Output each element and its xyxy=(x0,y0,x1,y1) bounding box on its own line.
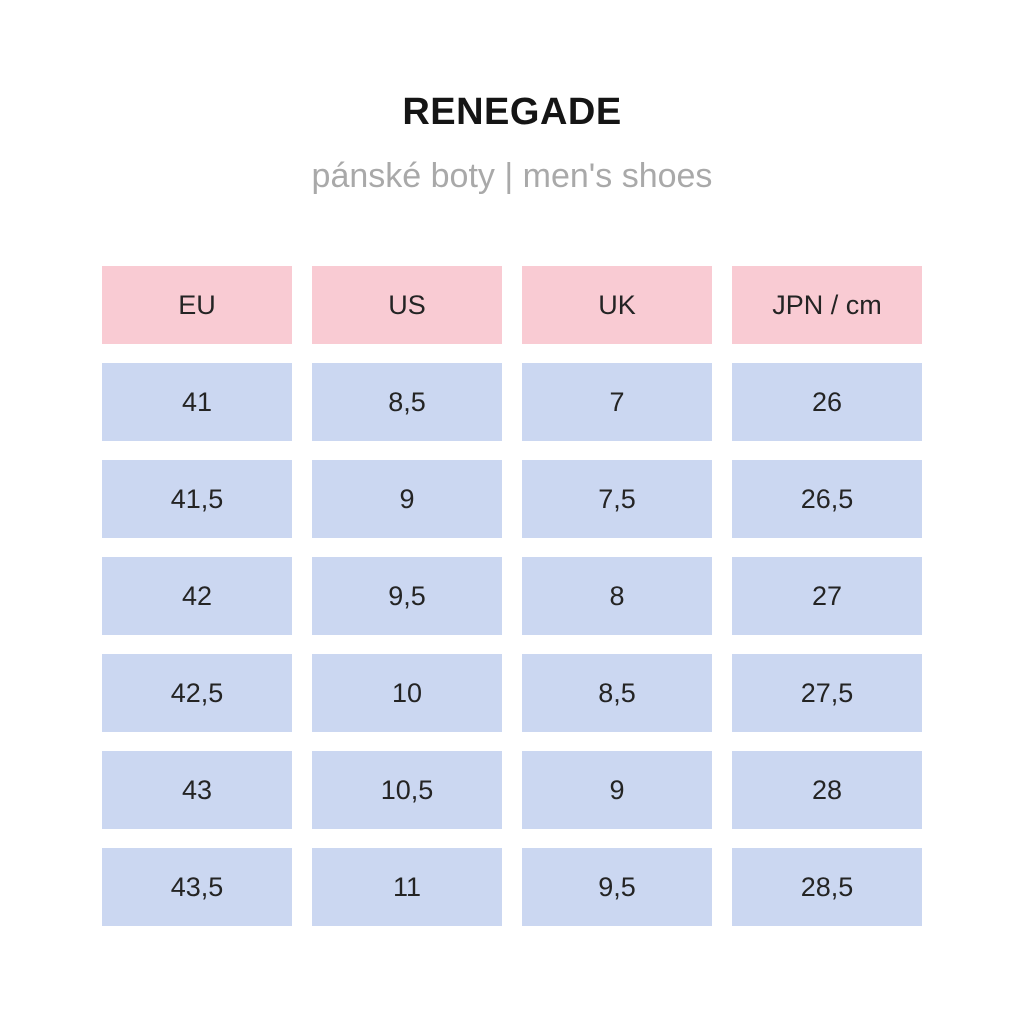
column-header-uk: UK xyxy=(522,266,712,344)
column-header-eu: EU xyxy=(102,266,292,344)
size-cell: 41 xyxy=(102,363,292,441)
size-cell: 27 xyxy=(732,557,922,635)
size-cell: 7,5 xyxy=(522,460,712,538)
size-cell: 8,5 xyxy=(522,654,712,732)
size-cell: 43,5 xyxy=(102,848,292,926)
column-header-us: US xyxy=(312,266,502,344)
size-cell: 42 xyxy=(102,557,292,635)
size-cell: 26 xyxy=(732,363,922,441)
size-cell: 10 xyxy=(312,654,502,732)
size-conversion-table: EU US UK JPN / cm 41 8,5 7 26 41,5 9 7,5… xyxy=(102,266,922,926)
size-cell: 10,5 xyxy=(312,751,502,829)
size-cell: 8 xyxy=(522,557,712,635)
size-cell: 7 xyxy=(522,363,712,441)
size-cell: 9 xyxy=(312,460,502,538)
size-cell: 28 xyxy=(732,751,922,829)
size-cell: 27,5 xyxy=(732,654,922,732)
size-cell: 8,5 xyxy=(312,363,502,441)
size-cell: 28,5 xyxy=(732,848,922,926)
page-title: RENEGADE xyxy=(402,91,622,133)
size-cell: 9,5 xyxy=(522,848,712,926)
size-cell: 9,5 xyxy=(312,557,502,635)
size-cell: 42,5 xyxy=(102,654,292,732)
page-subtitle: pánské boty | men's shoes xyxy=(311,157,713,195)
size-cell: 43 xyxy=(102,751,292,829)
size-cell: 11 xyxy=(312,848,502,926)
size-cell: 41,5 xyxy=(102,460,292,538)
size-cell: 9 xyxy=(522,751,712,829)
size-cell: 26,5 xyxy=(732,460,922,538)
column-header-jpn: JPN / cm xyxy=(732,266,922,344)
